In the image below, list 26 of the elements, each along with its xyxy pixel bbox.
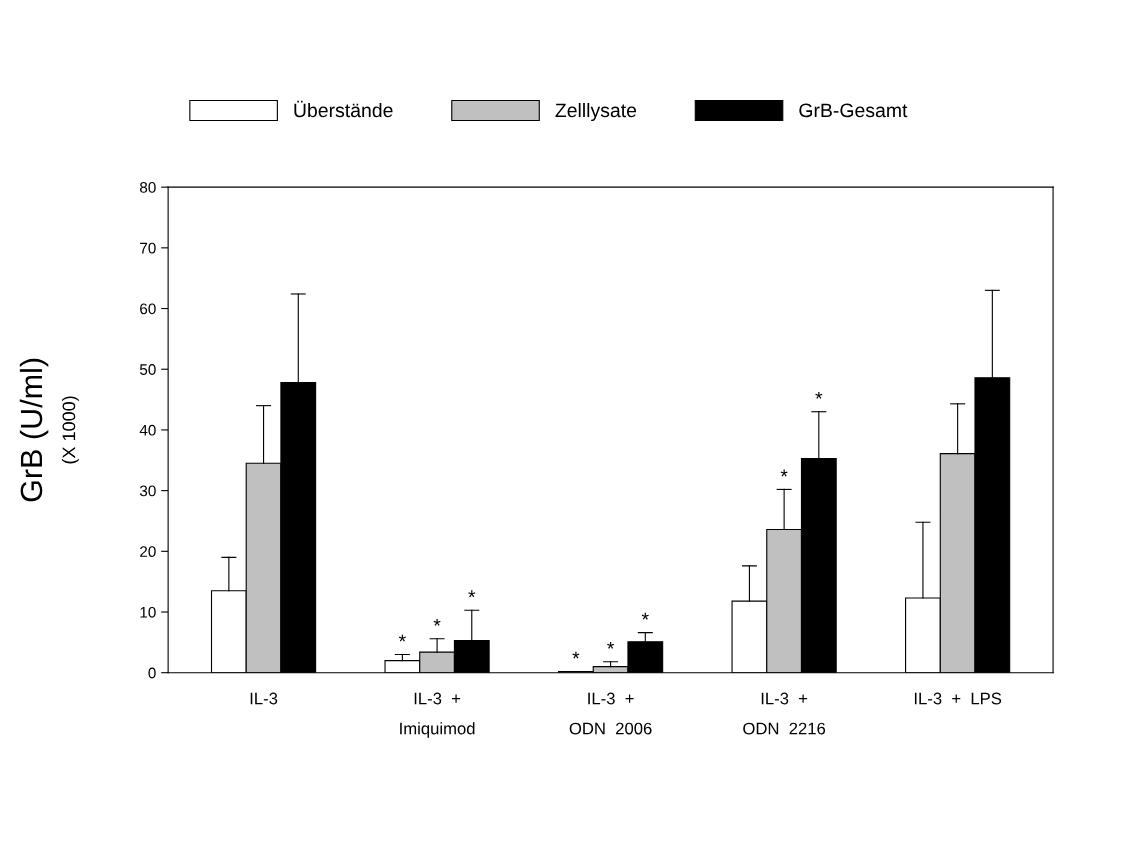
data-label: *	[398, 634, 406, 642]
y-tick-label: 60	[140, 303, 156, 315]
data-label: *	[607, 641, 615, 649]
x-tick-label: IL-3	[250, 692, 278, 705]
x-tick-label: IL-3 + ODN 2216	[743, 692, 826, 735]
x-tick-label: IL-3 + Imiquimod	[400, 692, 475, 738]
x-tick-label: IL-3 + LPS	[914, 692, 1002, 705]
data-label: *	[641, 612, 649, 620]
x-tick-label: IL-3 + ODN 2006	[569, 692, 652, 735]
y-tick-label: 50	[139, 364, 156, 375]
y-tick-label: 0	[148, 667, 156, 679]
legend-label: Überstände	[294, 100, 393, 118]
data-label: *	[572, 651, 580, 659]
legend-label: Zelllysate	[555, 102, 637, 122]
y-tick-label: 20	[140, 546, 156, 558]
y-tick-label: 10	[140, 606, 156, 618]
y-tick-label: 80	[139, 182, 156, 193]
data-label: *	[780, 469, 788, 477]
y-tick-label: 70	[140, 242, 156, 254]
y-tick-label: 30	[139, 485, 156, 497]
y-axis-title: GrB (U/ml) (X 1000)	[19, 358, 79, 502]
data-label: *	[433, 618, 441, 626]
y-tick-label: 40	[139, 424, 156, 436]
data-label: *	[815, 391, 823, 399]
data-label: *	[468, 590, 476, 598]
legend-label: GrB-Gesamt	[799, 103, 908, 118]
